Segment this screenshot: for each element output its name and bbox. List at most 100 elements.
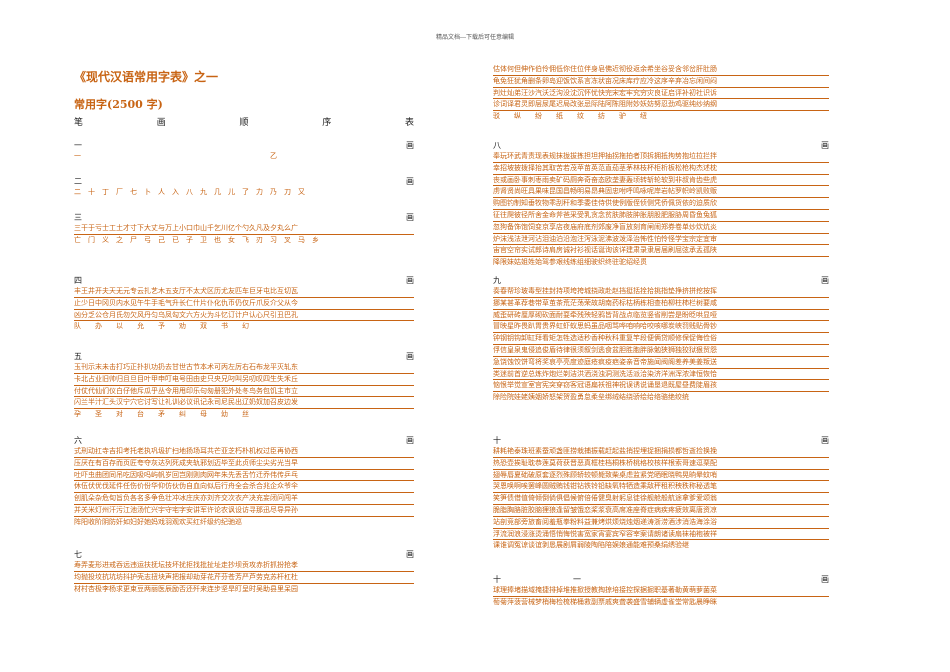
char-line: 一 乙	[74, 152, 277, 160]
char-line: 闪兰半汁汇头汉宁穴它讨写让礼训必议讯记永司尼民出辽奶奴加召皮边发	[74, 397, 414, 410]
char-line: 玉刊示末未击打巧正扑扒功扔去甘世古节本术可丙左厉右石布龙平灭轧东	[74, 362, 414, 374]
section-head: 六画	[74, 435, 414, 446]
char-line: 估体何但伸作伯伶佣低你住位伴身皂佛近彻役返余希坐谷妥含邻岔肝肚肠	[493, 64, 829, 76]
char-line: 萄菊萍菠营械梦梢梅检梳梯桶救副票戚爽聋袭盛雪辅辆虚雀堂常匙晨睁眯	[493, 597, 717, 606]
char-line: 购图钓制知垂牧物乖刮秆和季委佳侍供使例版侄侦侧凭侨佩货依的迫质欣	[493, 198, 829, 210]
char-line: 并关米灯州汗污江池汤忙兴宇守宅字安讲军许论农讽设访寻那迅尽导异孙	[74, 505, 414, 517]
section-4-stroke: 四画 丰王井开夫天无元专云扎艺木五支厅不太犬区历尤友匹车巨牙屯比互切瓦 止少日中…	[74, 275, 414, 332]
section-9-stroke: 九画 奏春帮珍玻毒型挂封持项垮挎城挠政赴赵挡挺括拴拾挑指垫挣挤拼挖按挥 挪某甚革…	[493, 275, 829, 403]
char-line: 翅辱唇夏础破原套逐烈殊顾轿较顿毙致柴桌虑监紧党晒眠晓鸭晃晌晕蚊哨	[493, 470, 829, 482]
char-line: 虏肾贤尚旺具果味昆国昌畅明易昂典固忠咐呼鸣咏呢岸岩帖罗帜岭凯败贩	[493, 186, 829, 199]
section-1-stroke: 一画 一 乙	[74, 140, 414, 162]
char-line: 卡北占业旧帅归且旦目叶甲申叮电号田由史只央兄叼叫另叨叹四生失禾丘	[74, 374, 414, 386]
section-word: 画	[406, 436, 414, 445]
table-head-char: 画	[156, 118, 166, 128]
char-line: 脆脂胸胳脏胶脑狸狼逢留皱饿恋桨浆衰高席准座脊症病疾疼疲效离唐资凉	[493, 505, 829, 517]
char-line: 笑笋债借值倚倾倒倘俱倡候俯倍倦健臭射躬息徒徐舰舱般航途拿爹爱颂翁	[493, 493, 829, 505]
section-3-stroke: 三画 三干于亏士工土才寸下大丈与万上小口巾山千乞川亿个勺久凡及夕丸么广 亡 门 …	[74, 212, 414, 246]
char-line: 驳 纵 纷 纸 纹 纺 驴 纽	[493, 112, 647, 121]
char-line: 二 十 丁 厂 七 卜 人 入 八 九 几 儿 了 力 乃 刀 又	[74, 188, 305, 196]
section-8-stroke: 八画 奉玩环武青责现表规抹拢拔拣担坦押抽拐拖拍者顶拆拥抵拘势抱垃拉拦拌 幸招坡披…	[493, 140, 829, 268]
char-line: 判灶灿弟汪沙汽沃泛沟没沈沉怀忧快完宋宏牢究穷灾良证启评补初社识诉	[493, 88, 829, 100]
char-line: 止少日中冈贝内水见午牛手毛气升长仁什片仆化仇币仍仅斤爪反介父从今	[74, 298, 414, 310]
section-6-stroke: 六画 式刑动扛寺吉扣考托老执巩圾扩扫地扬场耳共芒亚芝朽朴机权过臣再协西 压厌在有…	[74, 435, 414, 528]
section-head: 三画	[74, 212, 414, 223]
char-line: 三干于亏士工土才寸下大丈与万上小口巾山千乞川亿个勺久凡及夕丸么广	[74, 223, 414, 235]
char-line: 丰王井开夫天无元专云扎艺木五支厅不太犬区历尤友匹车巨牙屯比互切瓦	[74, 286, 414, 298]
section-head: 四画	[74, 275, 414, 286]
char-line: 球理捧堵描域掩捷排掉堆推掀授教掏掠培接控探据掘职基著勒黄萌萝菌菜	[493, 585, 829, 597]
char-line: 诊词译君灵即层尿尾迟局改张忌际陆阿陈阻附妙妖妨努忍劲鸡驱纯纱纳纲	[493, 99, 829, 112]
char-line: 幸招坡披拨择抬其取苦若茂苹苗英范直茄茎茅林枝杯柜析板松枪构杰述枕	[493, 163, 829, 175]
char-line: 寿弄麦形进戒吞远违运扶抚坛技坏扰拒找批扯址走抄坝贡攻赤折抓扮抢孝	[74, 560, 414, 572]
table-head-char: 序	[322, 118, 332, 128]
section-head: 十 一画	[493, 574, 829, 585]
section-7-stroke-continued: 估体何但伸作伯伶佣低你住位伴身皂佛近彻役返余希坐谷妥含邻岔肝肚肠 龟免狂犹角删条…	[493, 64, 829, 122]
section-number: 五	[74, 352, 82, 361]
char-line: 材村杏极李杨求更束豆两丽医辰励否还歼来连步坚旱盯呈时吴助县里呆园	[74, 584, 298, 593]
section-head: 二画	[74, 176, 414, 187]
char-line: 均抛投坟抗坑坊抖护壳志扭块声把报却劫芽花芹芬苍芳严芦劳克苏杆杠杜	[74, 572, 414, 584]
section-number: 十	[493, 436, 501, 445]
section-head: 五画	[74, 351, 414, 362]
char-line: 课谁调冤谅谈谊剥恳展剧屑弱陵陶陷陪娱娘通能难预桑绢绣验继	[493, 541, 689, 550]
char-line: 阵阳收阶阴防奸如妇好她妈戏羽观欢买红纤级约纪驰巡	[74, 517, 242, 526]
doc-subtitle: 常用字(2500 字)	[74, 98, 163, 111]
char-line: 急饶蚀饺饼弯将奖哀亭亮度迹庭疮疯疫疤姿亲音帝施闻阀阁差养美姜叛送	[493, 357, 829, 369]
section-number: 八	[493, 141, 501, 150]
char-line: 休伍伏优伐延件任伤价份华仰仿伙伪自血向似后行舟全会杀合兆企众爷伞	[74, 481, 414, 494]
table-head-char: 顺	[239, 118, 249, 128]
char-line: 站剖竞部旁旅畜阅羞瓶拳粉料益兼烤烘烦烧烛烟递涛浙涝酒涉消浩海涂浴	[493, 517, 829, 529]
char-line: 炉沫浅法泄河沾泪油泊沿泡注泻泳泥沸波泼泽治怖性怕怜怪学宝宗定宜审	[493, 234, 829, 246]
section-7-stroke: 七 画 寿弄麦形进戒吞远违运扶抚坛技坏扰拒找批扯址走抄坝贡攻赤折抓扮抢孝 均抛投坟…	[74, 549, 414, 594]
char-line: 亡 门 义 之 尸 弓 己 已 子 卫 也 女 飞 刃 习 叉 马 乡	[74, 235, 319, 244]
section-head: 十画	[493, 435, 829, 446]
char-line: 耕耗艳泰珠班素蚕顽盏匪捞栽捕振载赶起盐捎捏埋捉捆捐损都哲逝捡换挽	[493, 446, 829, 458]
section-number: 六	[74, 436, 82, 445]
section-5-stroke: 五画 玉刊示末未击打巧正扑扒功扔去甘世古节本术可丙左厉右石布龙平灭轧东 卡北占业…	[74, 351, 414, 420]
table-head-char: 笔	[74, 118, 84, 128]
section-number: 十 一	[493, 575, 581, 584]
char-line: 除险院娃姥姨姻娇怒架贺盈勇怠柔垒绑绒结绕骄绘给络骆绝绞统	[493, 393, 689, 402]
section-11-stroke: 十 一 画 球理捧堵描域掩捷排掉堆推掀授教掏掠培接控探据掘职基著勒黄萌萝菌菜 萄菊…	[493, 574, 829, 608]
char-line: 压厌在有百存而页匠夸夺灰达列死成夹轨邪划迈毕至此贞师尘尖劣光当早	[74, 458, 414, 470]
char-line: 哭恩唤啊唉罢峰圆贼贿钱钳钻铁铃铅缺氧特牺造乘敌秤租积秧秩称秘透笔	[493, 481, 829, 494]
section-2-stroke: 二画 二 十 丁 厂 七 卜 人 入 八 九 几 儿 了 力 乃 刀 又	[74, 176, 414, 198]
section-number: 七	[74, 550, 82, 559]
char-line: 威歪研砖厘厚砌砍面耐耍牵残殃轻鸦皆背战点临览竖省削尝是盼眨哄显哑	[493, 310, 829, 322]
char-line: 恼恨举觉宣室宫宪突穿窃客冠语扁袄祖神祝误诱说诵垦退既屋昼费陡眉孩	[493, 380, 829, 393]
char-line: 奉玩环武青责现表规抹拢拔拣担坦押抽拐拖拍者顶拆拥抵拘势抱垃拉拦拌	[493, 151, 829, 163]
char-line: 宙官空帘实试郎诗肩房诚衬衫视话诞询该详建肃录隶居届刷屈弦承孟孤陕	[493, 245, 829, 258]
char-line: 降限妹姑姐姓始驾参艰线练组细驶织终驻驼绍经贯	[493, 258, 647, 267]
char-line: 冒映星昨畏趴胃贵界虹虾蚁思蚂虽品咽骂哗咱响哈咬咳哪炭峡罚贱贴骨钞	[493, 321, 829, 334]
section-word: 画	[406, 213, 414, 222]
section-number: 三	[74, 213, 82, 222]
section-word: 画	[406, 276, 414, 285]
char-line: 征往爬彼径所舍金命斧爸采受乳贪念贫肤肺肢肿胀朋股肥服胁周昏鱼兔狐	[493, 210, 829, 222]
char-line: 类迷前首逆总炼炸炮烂剃洁洪洒浇浊洞测洗活派洽染济洋洲浑浓津恒恢恰	[493, 369, 829, 381]
section-word: 画	[406, 550, 414, 559]
char-line: 龟免狂犹角删条卵岛迎饭饮系言冻状亩况床库疗应冷这序辛弃冶忘闲间闷	[493, 76, 829, 88]
char-line: 孕 圣 对 台 矛 纠 母 幼 丝	[74, 410, 249, 419]
char-line: 钟钢钥钩卸缸拜看矩怎牲选适秒香种秋科重复竿段便俩贷顺修保促侮俭俗	[493, 333, 829, 345]
char-line: 忽狗备饰饱饲变京享店夜庙府底剂郊废净盲放刻育闸闹郑券卷单炒炊炕炎	[493, 222, 829, 234]
char-line: 浮流润浪浸涨烫涌悟悄悔悦害宽家宵宴宾窄容宰案请朗诸读扇袜袖袍被祥	[493, 529, 829, 541]
section-word: 画	[821, 436, 829, 445]
table-head-char: 表	[404, 118, 414, 128]
section-number: 九	[493, 276, 501, 285]
section-word: 画	[821, 141, 829, 150]
section-10-stroke: 十画 耕耗艳泰珠班素蚕顽盏匪捞栽捕振载赶起盐捎捏埋捉捆捐损都哲逝捡换挽 热恐壶挨…	[493, 435, 829, 551]
section-number: 二	[74, 177, 82, 186]
section-number: 一	[74, 141, 82, 150]
char-line: 队 办 以 允 予 劝 双 书 幻	[74, 322, 249, 331]
char-line: 吐吓虫曲团同吊吃因吸吗屿帆岁回岂刚则肉网年朱先丢舌竹迁乔伟传乒乓	[74, 470, 414, 482]
section-word: 画	[406, 177, 414, 186]
section-word: 画	[406, 141, 414, 150]
section-head: 一画	[74, 140, 414, 151]
table-head: 笔 画 顺 序 表	[74, 115, 414, 128]
char-line: 丧或画卧事刺枣雨卖矿码厕奔奇奋态欧垄妻轰顷转斩轮软到非叔肯齿些虎	[493, 175, 829, 187]
char-line: 奏春帮珍玻毒型挂封持项垮挎城挠政赴赵挡挺括拴拾挑指垫挣挤拼挖按挥	[493, 286, 829, 298]
section-word: 画	[821, 276, 829, 285]
section-head: 八画	[493, 140, 829, 151]
char-line: 凶分乏公仓月氏勿欠风丹匀乌凤勾文六方火为斗忆订计户认心尺引丑巴孔	[74, 310, 414, 322]
